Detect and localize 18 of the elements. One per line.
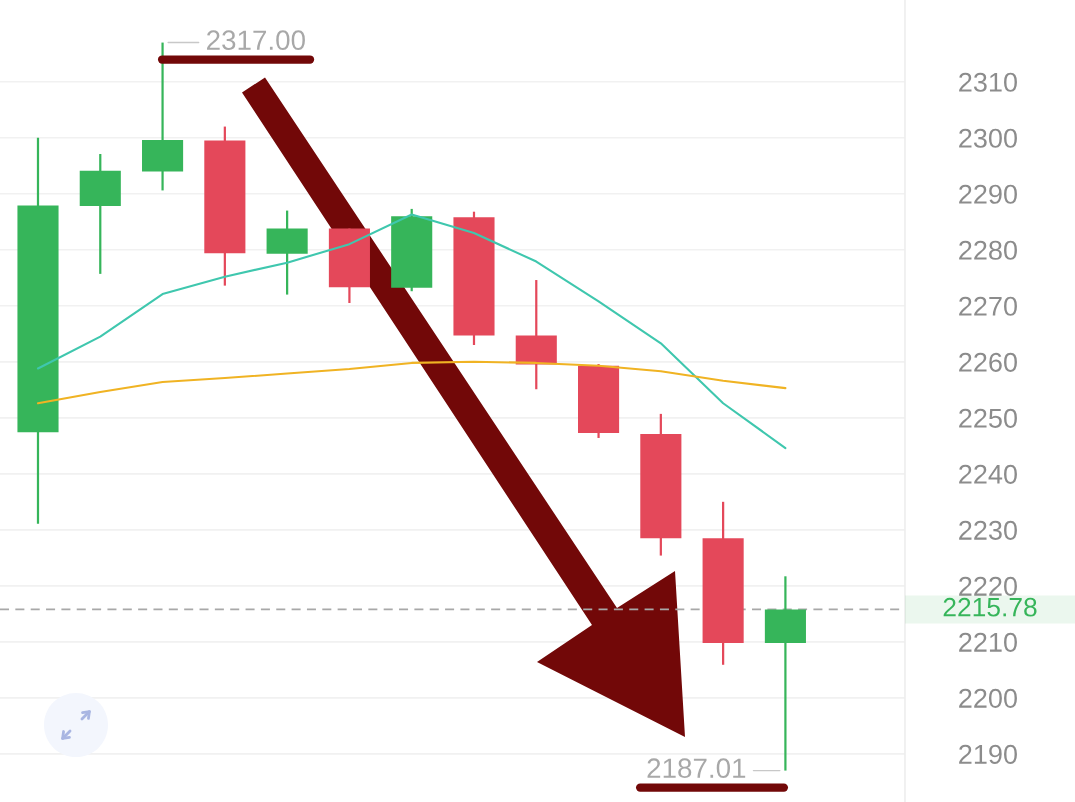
y-tick-label: 2260 xyxy=(959,352,1017,372)
line-series xyxy=(36,360,787,405)
ref-line-label: 2215.78 xyxy=(943,597,1037,617)
y-tick-label: 2230 xyxy=(959,520,1017,540)
y-tick-label: 2190 xyxy=(959,744,1017,764)
y-tick-label: 2270 xyxy=(959,296,1017,316)
y-tick-label: 2220 xyxy=(959,576,1017,596)
line-series xyxy=(36,213,787,450)
y-tick-label: 2280 xyxy=(959,240,1017,260)
y-tick-label: 2240 xyxy=(959,464,1017,484)
annotation: 2317.00 xyxy=(207,30,305,51)
annotation: 2187.01 xyxy=(647,758,746,779)
y-tick-label: 2200 xyxy=(959,688,1017,708)
y-tick-label: 2290 xyxy=(959,184,1017,204)
y-tick-label: 2250 xyxy=(959,408,1017,428)
y-tick-label: 2210 xyxy=(959,632,1017,652)
y-tick-label: 2300 xyxy=(959,128,1017,148)
y-tick-label: 2310 xyxy=(959,72,1017,92)
